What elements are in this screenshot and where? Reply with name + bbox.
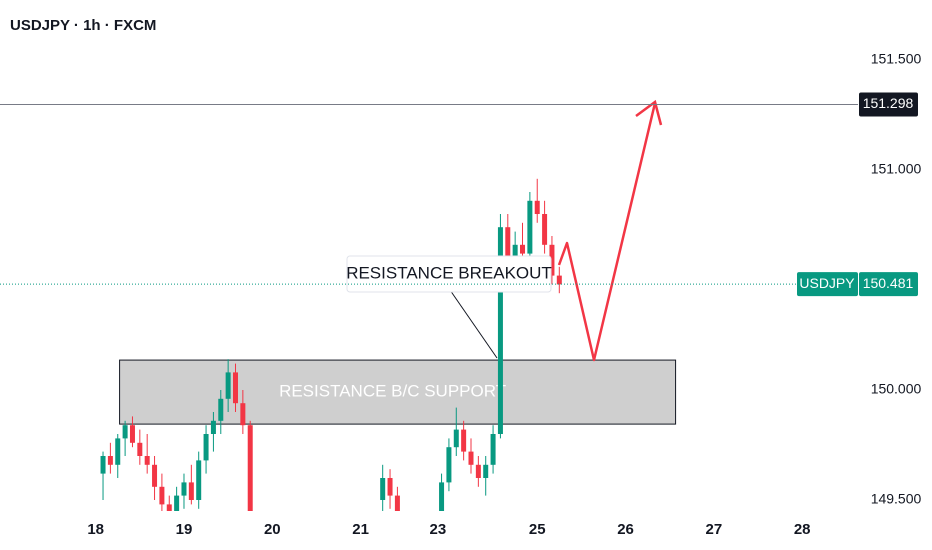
y-tick-label: 149.500 — [871, 491, 922, 507]
candle-body — [181, 482, 187, 496]
candle-body — [240, 403, 246, 426]
candle-body — [394, 495, 400, 511]
candle-body — [549, 244, 555, 276]
x-tick-label: 27 — [706, 521, 723, 538]
candle-body — [247, 425, 253, 511]
candle-body — [497, 227, 503, 434]
candle-body — [232, 372, 238, 404]
candle-body — [152, 464, 158, 487]
annotations: RESISTANCE BREAKOUT 151.298 USDJPY 150.481 — [0, 92, 918, 362]
candle-body — [137, 442, 143, 456]
projection-arrow — [557, 102, 657, 362]
x-tick-label: 23 — [430, 521, 447, 538]
candle-body — [380, 478, 386, 500]
x-tick-label: 19 — [176, 521, 193, 538]
candle-body — [129, 425, 135, 443]
zone-label: RESISTANCE B/C SUPPORT — [279, 382, 506, 401]
x-tick-label: 25 — [529, 521, 546, 538]
candle-body — [439, 482, 445, 511]
candle-body — [453, 429, 459, 448]
candle-body — [115, 438, 121, 465]
candle-body — [196, 460, 202, 500]
x-tick-label: 21 — [352, 521, 369, 538]
candle-body — [483, 464, 489, 478]
candle-body — [210, 420, 216, 434]
candle-body — [534, 200, 540, 214]
symbol-label-bg — [797, 272, 858, 297]
chart-title: USDJPY · 1h · FXCM — [10, 17, 156, 34]
candle-body — [144, 456, 150, 465]
arrow-head — [635, 99, 663, 126]
callout-text: RESISTANCE BREAKOUT — [346, 263, 552, 282]
candle-body — [461, 429, 467, 452]
x-tick-label: 18 — [87, 521, 104, 538]
last-price-bg — [859, 272, 918, 297]
candle-body — [387, 478, 393, 496]
candle-body — [107, 456, 113, 465]
y-tick-label: 150.000 — [871, 381, 922, 397]
candle-body — [166, 504, 172, 511]
support-zone — [119, 359, 677, 425]
candle-body — [188, 482, 194, 500]
candle-body — [505, 227, 511, 267]
x-tick-label: 26 — [617, 521, 634, 538]
candle-body — [225, 372, 231, 399]
plot-area: RESISTANCE B/C SUPPORT — [100, 178, 677, 511]
symbol-label: USDJPY — [799, 275, 855, 291]
candle-body — [446, 447, 452, 483]
candle-body — [203, 434, 209, 461]
candle-body — [218, 398, 224, 421]
candle-body — [100, 456, 106, 474]
candle-body — [490, 434, 496, 465]
candle-body — [468, 451, 474, 465]
y-tick-label: 151.500 — [871, 51, 922, 67]
candle-body — [527, 200, 533, 254]
candle-body — [520, 244, 526, 254]
candle-body — [475, 464, 481, 478]
callout-box — [346, 255, 552, 293]
x-tick-label: 28 — [794, 521, 811, 538]
callout-pointer — [449, 289, 498, 359]
level-label-bg — [859, 92, 918, 117]
candle-body — [159, 486, 165, 505]
candle-body — [542, 214, 548, 245]
last-price-label: 150.481 — [863, 275, 914, 291]
level-label: 151.298 — [863, 95, 914, 111]
x-tick-label: 20 — [264, 521, 281, 538]
candle-body — [122, 425, 128, 439]
candle-body — [174, 495, 180, 511]
candle-body — [556, 275, 562, 285]
y-tick-label: 151.000 — [871, 161, 922, 177]
